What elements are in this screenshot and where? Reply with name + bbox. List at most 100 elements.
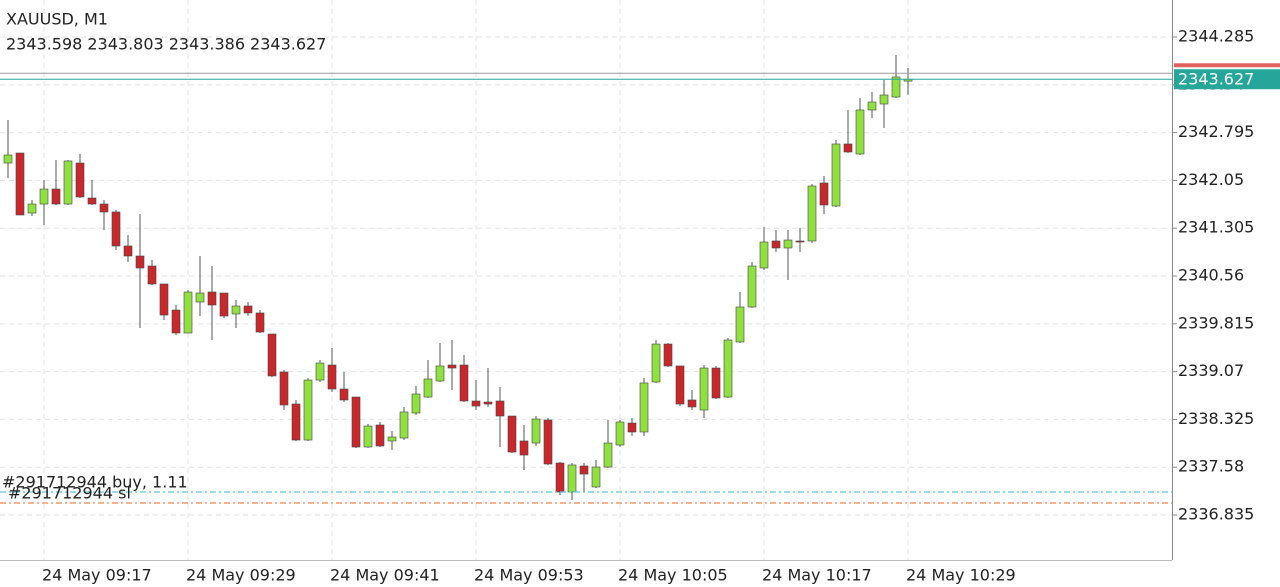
candle-body	[219, 292, 229, 317]
candle-body	[495, 400, 505, 417]
y-tick-label: 2344.285	[1178, 27, 1254, 46]
candle-body	[747, 265, 757, 308]
y-tick-label: 2338.325	[1178, 409, 1254, 428]
price-label-box	[1174, 69, 1280, 90]
candle-body	[243, 305, 253, 314]
candle-body	[819, 182, 829, 206]
candle-body	[591, 466, 601, 488]
candle-body	[795, 240, 805, 243]
x-tick-label: 24 May 10:29	[906, 566, 1016, 585]
candle-body	[411, 393, 421, 414]
candle-body	[99, 203, 109, 213]
candle-body	[63, 160, 73, 205]
candle-body	[51, 188, 61, 205]
candle-body	[507, 415, 517, 453]
candle-body	[519, 440, 529, 456]
candle-body	[87, 197, 97, 205]
y-tick-label: 2342.795	[1178, 122, 1254, 141]
candle-body	[663, 343, 673, 367]
y-tick-label: 2337.58	[1178, 457, 1244, 476]
candle-body	[363, 425, 373, 448]
candle-body	[675, 365, 685, 405]
candle-body	[567, 464, 577, 493]
order-label: #291712944 sl	[8, 484, 131, 503]
candle-body	[651, 343, 661, 383]
candle-body	[483, 401, 493, 405]
candle-body	[855, 109, 865, 155]
candle-body	[27, 203, 37, 214]
candle-body	[123, 245, 133, 257]
candle-body	[303, 379, 313, 441]
candle-body	[399, 411, 409, 439]
candle-body	[375, 424, 385, 447]
order-label: #291712944 buy, 1.11	[2, 472, 188, 491]
candle-body	[543, 419, 553, 465]
candle-body	[771, 240, 781, 249]
candle-body	[39, 188, 49, 205]
y-tick-label: 2336.835	[1178, 505, 1254, 524]
candle-body	[447, 364, 457, 369]
candle-body	[111, 211, 121, 247]
x-tick-label: 24 May 10:17	[762, 566, 872, 585]
candle-body	[315, 362, 325, 381]
candles	[3, 54, 913, 501]
candle-body	[135, 255, 145, 269]
x-tick-label: 24 May 09:41	[330, 566, 440, 585]
ask-marker	[1174, 63, 1280, 68]
y-tick-label: 2339.07	[1178, 361, 1244, 380]
ohlc-value: 2343.386	[169, 35, 245, 54]
candle-body	[183, 291, 193, 334]
candle-body	[75, 162, 85, 198]
chart-title: XAUUSD, M1	[6, 10, 108, 29]
candle-body	[459, 364, 469, 402]
candle-body	[327, 364, 337, 390]
candle-body	[435, 365, 445, 382]
candle-body	[195, 292, 205, 303]
candle-body	[387, 436, 397, 442]
candle-body	[807, 185, 817, 242]
ohlc-value: 2343.627	[250, 35, 326, 54]
y-tick-label: 2340.56	[1178, 266, 1244, 285]
candle-body	[831, 143, 841, 207]
candle-body	[3, 154, 13, 164]
candle-body	[783, 239, 793, 249]
price-label: 2343.627	[1178, 70, 1254, 89]
ohlc-value: 2343.803	[87, 35, 163, 54]
candle-body	[711, 367, 721, 399]
candle-body	[879, 94, 889, 105]
y-tick-label: 2342.05	[1178, 170, 1244, 189]
candle-body	[15, 152, 25, 216]
x-tick-label: 24 May 09:17	[42, 566, 152, 585]
overlay: 2343.627 #291712944 buy, 1.11#291712944 s…	[0, 63, 1280, 504]
candle-body	[867, 101, 877, 111]
candle-body	[171, 309, 181, 334]
candle-body	[843, 143, 853, 153]
candle-body	[579, 465, 589, 475]
candle-body	[159, 283, 169, 316]
candle-body	[615, 421, 625, 446]
candle-body	[723, 339, 733, 398]
candle-body	[687, 399, 697, 408]
candle-body	[339, 388, 349, 401]
candle-body	[147, 265, 157, 285]
candle-body	[555, 462, 565, 493]
candle-body	[267, 333, 277, 377]
candle-body	[255, 312, 265, 333]
candle-body	[627, 422, 637, 433]
candle-body	[291, 403, 301, 441]
candle-body	[279, 371, 289, 406]
candle-body	[423, 378, 433, 398]
x-tick-label: 24 May 10:05	[618, 566, 728, 585]
ohlc-readout: 2343.598 2343.803 2343.386 2343.627	[6, 35, 326, 54]
candle-body	[351, 396, 361, 448]
candle-body	[231, 305, 241, 315]
y-tick-label: 2339.815	[1178, 313, 1254, 332]
candle-body	[891, 76, 901, 98]
grid: 2336.835 2337.58 2338.325 2339.07 2339.815 23…	[0, 0, 1254, 585]
x-tick-label: 24 May 09:53	[474, 566, 584, 585]
candle-body	[531, 418, 541, 444]
candle-body	[735, 306, 745, 343]
ohlc-value: 2343.598	[6, 35, 82, 54]
candle-body	[639, 382, 649, 433]
